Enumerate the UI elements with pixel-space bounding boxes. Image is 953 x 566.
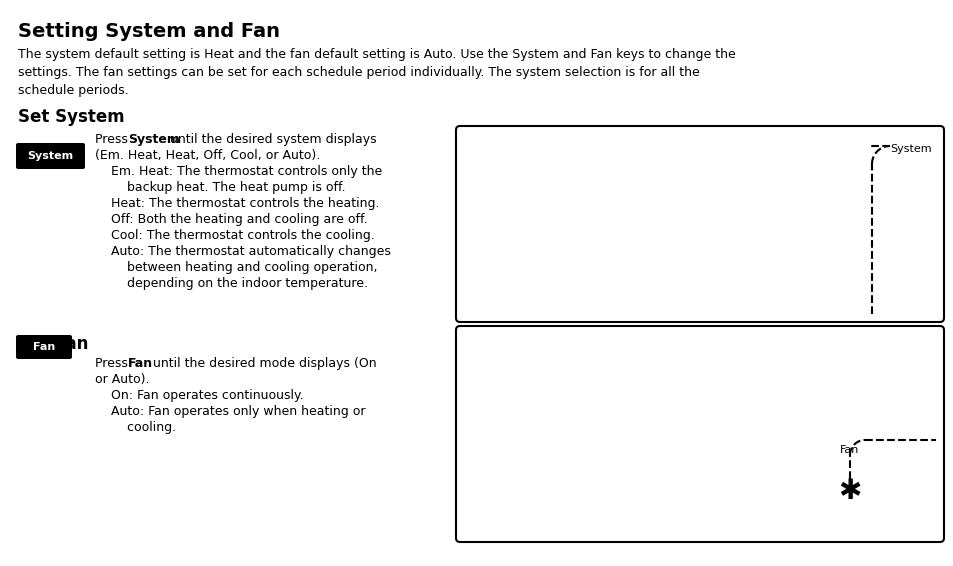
Text: Cool: The thermostat controls the cooling.: Cool: The thermostat controls the coolin… bbox=[95, 229, 375, 242]
Text: ✱: ✱ bbox=[838, 477, 861, 505]
Text: Auto: The thermostat automatically changes: Auto: The thermostat automatically chang… bbox=[95, 245, 391, 258]
Text: until the desired system displays: until the desired system displays bbox=[166, 133, 376, 146]
Text: Press: Press bbox=[95, 133, 132, 146]
Text: System: System bbox=[27, 151, 73, 161]
FancyBboxPatch shape bbox=[456, 326, 943, 542]
Text: Heat: The thermostat controls the heating.: Heat: The thermostat controls the heatin… bbox=[95, 197, 379, 210]
FancyBboxPatch shape bbox=[456, 126, 943, 322]
Text: Fan: Fan bbox=[32, 342, 55, 352]
Text: Off: Both the heating and cooling are off.: Off: Both the heating and cooling are of… bbox=[95, 213, 367, 226]
Text: backup heat. The heat pump is off.: backup heat. The heat pump is off. bbox=[95, 181, 345, 194]
Text: Fan: Fan bbox=[840, 445, 859, 455]
Text: System: System bbox=[128, 133, 180, 146]
Text: On: Fan operates continuously.: On: Fan operates continuously. bbox=[95, 389, 303, 402]
Text: cooling.: cooling. bbox=[95, 421, 176, 434]
FancyBboxPatch shape bbox=[16, 143, 85, 169]
FancyBboxPatch shape bbox=[16, 335, 71, 359]
Text: between heating and cooling operation,: between heating and cooling operation, bbox=[95, 261, 377, 274]
Text: System: System bbox=[889, 144, 931, 154]
Text: or Auto).: or Auto). bbox=[95, 373, 150, 386]
Text: Set Fan: Set Fan bbox=[18, 335, 89, 353]
Text: Fan: Fan bbox=[128, 357, 153, 370]
Text: Setting System and Fan: Setting System and Fan bbox=[18, 22, 280, 41]
Text: Em. Heat: The thermostat controls only the: Em. Heat: The thermostat controls only t… bbox=[95, 165, 382, 178]
Text: Press: Press bbox=[95, 357, 132, 370]
Text: Set System: Set System bbox=[18, 108, 125, 126]
Text: until the desired mode displays (On: until the desired mode displays (On bbox=[149, 357, 376, 370]
Text: depending on the indoor temperature.: depending on the indoor temperature. bbox=[95, 277, 368, 290]
Text: Auto: Fan operates only when heating or: Auto: Fan operates only when heating or bbox=[95, 405, 365, 418]
Text: The system default setting is Heat and the fan default setting is Auto. Use the : The system default setting is Heat and t… bbox=[18, 48, 735, 97]
Text: (Em. Heat, Heat, Off, Cool, or Auto).: (Em. Heat, Heat, Off, Cool, or Auto). bbox=[95, 149, 320, 162]
